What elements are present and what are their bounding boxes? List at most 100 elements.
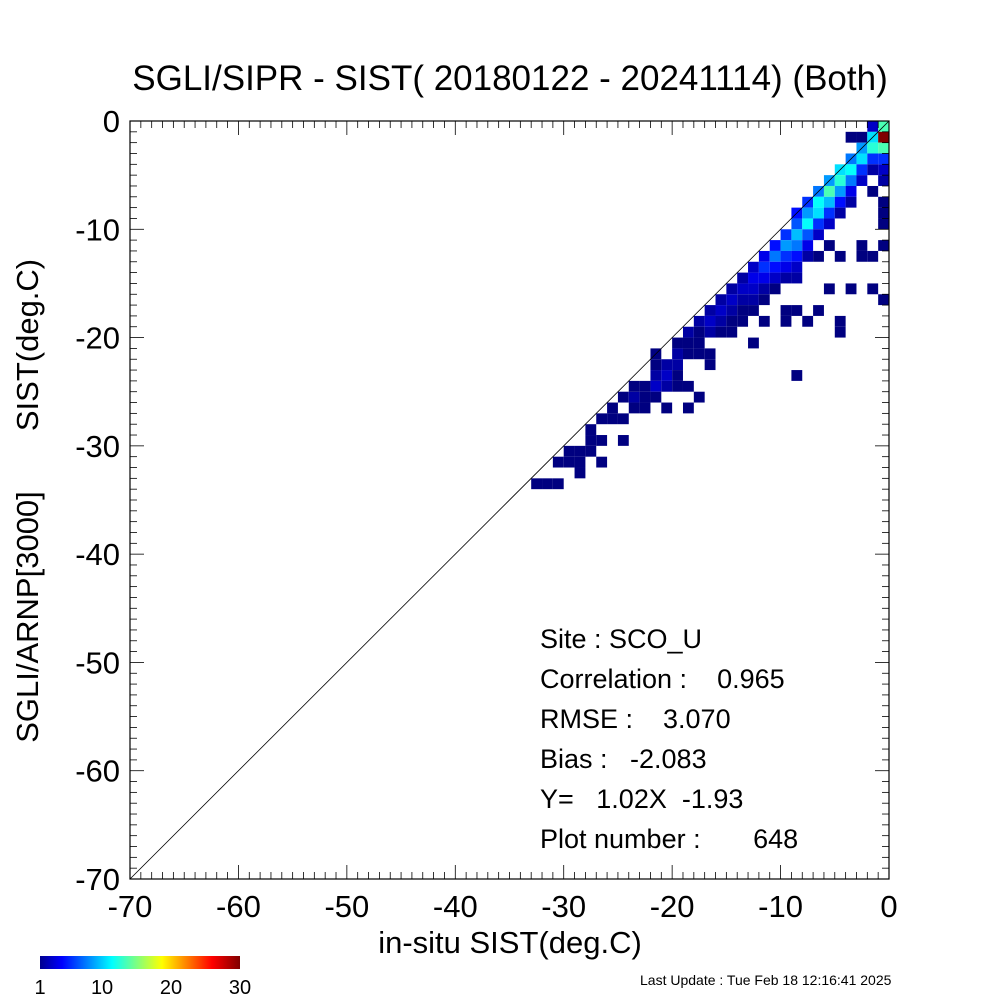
heatmap-cell (737, 283, 749, 295)
heatmap-cell (845, 283, 857, 295)
heatmap-cell (552, 478, 564, 490)
heatmap-cell (791, 240, 803, 251)
heatmap-cell (639, 402, 651, 414)
x-axis-label: in-situ SIST(deg.C) (378, 925, 642, 960)
heatmap-cell (693, 315, 705, 327)
y-tick-labels: 0 -10 -20 -30 -40 -50 -60 -70 (75, 104, 120, 897)
heatmap-cell (813, 218, 824, 230)
heatmap-cell (574, 467, 586, 479)
y-tick-label: -40 (75, 537, 120, 572)
heatmap-cell (856, 175, 868, 186)
heatmap-cell (878, 207, 889, 219)
heatmap-cell (878, 294, 889, 306)
y-tick-label: -10 (75, 212, 120, 247)
heatmap-cell (672, 380, 683, 392)
heatmap-cell (856, 153, 868, 165)
last-update-text: Last Update : Tue Feb 18 12:16:41 2025 (640, 972, 892, 988)
heatmap-cell (878, 153, 889, 165)
heatmap-cell (813, 207, 824, 219)
heatmap-cell (758, 283, 770, 295)
heatmap-cell (737, 305, 749, 316)
heatmap-cell (791, 305, 803, 316)
stat-rmse: RMSE : 3.070 (540, 704, 731, 734)
heatmap-cell (617, 413, 629, 425)
heatmap-cell (693, 391, 705, 403)
heatmap-cell (878, 175, 889, 186)
heatmap-cell (650, 359, 662, 371)
heatmap-cell (552, 456, 564, 468)
y-tick-label: -30 (75, 429, 120, 464)
heatmap-cell (856, 164, 868, 176)
heatmap-cell (661, 402, 673, 414)
heatmap-cell (607, 402, 618, 414)
heatmap-cell (878, 131, 889, 143)
heatmap-cell (628, 402, 640, 414)
heatmap-cell (693, 337, 705, 349)
heatmap-cell (726, 283, 738, 295)
heatmap-cell (704, 315, 716, 327)
heatmap-cell (596, 456, 608, 468)
heatmap-cell (856, 240, 868, 251)
heatmap-cell (661, 370, 673, 381)
heatmap-cell (834, 196, 846, 208)
heatmap-cell (574, 445, 586, 457)
x-tick-label: -50 (324, 889, 369, 924)
heatmap-cell (672, 370, 683, 381)
stat-plot-number: Plot number : 648 (540, 824, 798, 854)
heatmap-cell (661, 359, 673, 371)
heatmap-cell (813, 229, 824, 241)
heatmap-cell (672, 348, 683, 360)
heatmap-cell (758, 261, 770, 273)
heatmap-cell (650, 391, 662, 403)
colorbar-tick-label: 10 (91, 977, 113, 999)
heatmap-cell (682, 402, 694, 414)
heatmap-cell (845, 185, 857, 197)
chart-title: SGLI/SIPR - SIST( 20180122 - 20241114) (… (132, 59, 888, 98)
stat-regression: Y= 1.02X -1.93 (540, 784, 743, 814)
y-tick-label: -20 (75, 321, 120, 356)
heatmap-cell (682, 348, 694, 360)
heatmap-cell (878, 142, 889, 154)
heatmap-cell (823, 207, 835, 219)
heatmap-cell (563, 445, 575, 457)
heatmap-cell (682, 380, 694, 392)
heatmap-cell (791, 218, 803, 230)
heatmap-cell (628, 380, 640, 392)
heatmap-cell (715, 315, 727, 327)
heatmap-cell (704, 305, 716, 316)
heatmap-cell (769, 261, 781, 273)
heatmap-cell (758, 272, 770, 284)
heatmap-cell (769, 283, 781, 295)
heatmap-cell (802, 229, 814, 241)
heatmap-cell (856, 250, 868, 262)
heatmap-cell (791, 272, 803, 284)
heatmap-cell (737, 315, 749, 327)
heatmap-cell (802, 250, 814, 262)
heatmap-cell (780, 229, 792, 241)
heatmap-cell (867, 153, 879, 165)
one-to-one-line (129, 120, 890, 880)
stats-annotation: Site : SCO_U Correlation : 0.965 RMSE : … (540, 624, 798, 854)
y-tick-label: -50 (75, 645, 120, 680)
heatmap-cell (682, 337, 694, 349)
heatmap-cell (715, 326, 727, 338)
heatmap-cell (585, 445, 597, 457)
axis-ticks (129, 120, 890, 880)
heatmap-cell (834, 175, 846, 186)
heatmap-cell (823, 218, 835, 230)
heatmap-cell (802, 218, 814, 230)
y-axis-label-top: SIST(deg.C) (10, 259, 45, 431)
heatmap-cell (715, 294, 727, 306)
heatmap-cell (639, 391, 651, 403)
heatmap-cell (867, 283, 879, 295)
heatmap-cell (845, 196, 857, 208)
x-tick-label: -70 (108, 889, 153, 924)
heatmap-cell (748, 337, 759, 349)
heatmap-cell (823, 283, 835, 295)
heatmap-cell (802, 207, 814, 219)
x-tick-label: -10 (758, 889, 803, 924)
heatmap-cell (563, 456, 575, 468)
heatmap-cell (845, 131, 857, 143)
x-tick-labels: -70 -60 -50 -40 -30 -20 -10 0 (108, 889, 898, 924)
heatmap-cell (748, 272, 759, 284)
